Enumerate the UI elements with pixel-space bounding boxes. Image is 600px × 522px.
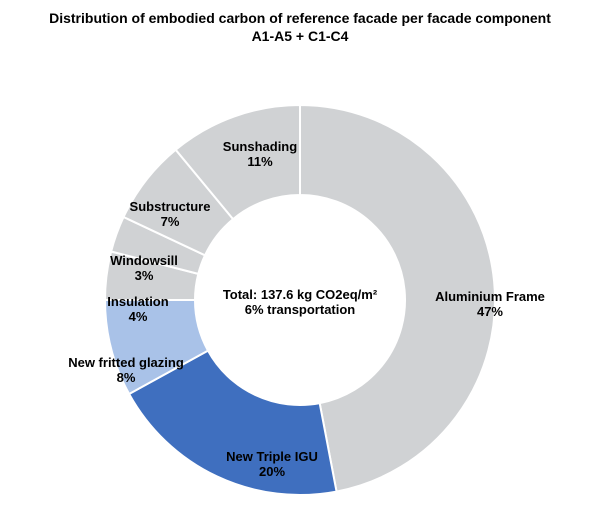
slice-label-windowsill: Windowsill3%: [110, 254, 178, 284]
chart-title-line2: A1-A5 + C1-C4: [0, 28, 600, 46]
slice-label-aluminium-frame: Aluminium Frame47%: [435, 290, 545, 320]
chart-title-line1: Distribution of embodied carbon of refer…: [0, 10, 600, 28]
slice-label-substructure: Substructure7%: [130, 200, 211, 230]
donut-svg: [0, 45, 600, 515]
donut-chart: Total: 137.6 kg CO2eq/m² 6% transportati…: [0, 45, 600, 515]
slice-label-new-triple-igu: New Triple IGU20%: [226, 450, 318, 480]
slice-label-sunshading: Sunshading11%: [223, 140, 297, 170]
slice-label-new-fritted-glazing: New fritted glazing8%: [68, 356, 184, 386]
chart-title: Distribution of embodied carbon of refer…: [0, 0, 600, 45]
slice-label-insulation: Insulation4%: [107, 295, 168, 325]
